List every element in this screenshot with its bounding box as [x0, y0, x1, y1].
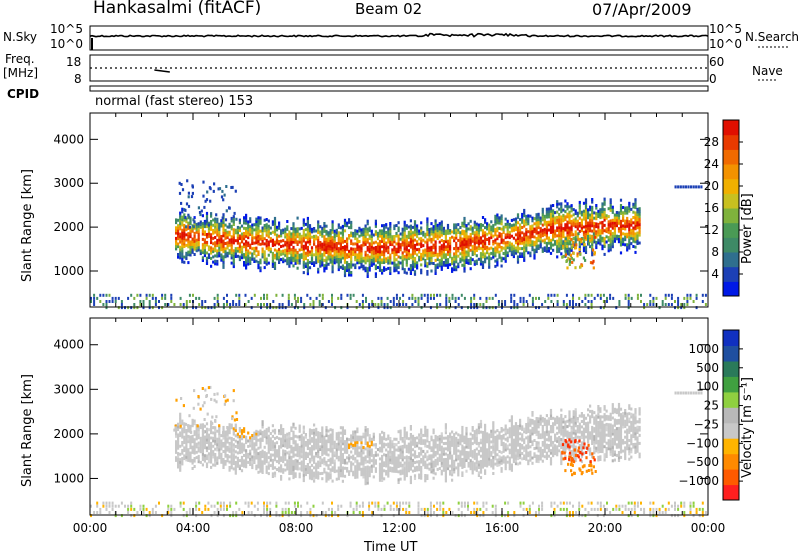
power-panel [90, 113, 708, 309]
velocity-colorbar-tick-label: 25 [704, 399, 719, 413]
y-tick-label: 4000 [53, 338, 84, 352]
y-tick-label: 3000 [53, 382, 84, 396]
power-colorbar-tick-label: 20 [704, 179, 719, 193]
velocity-colorbar-swatch [723, 454, 739, 470]
velocity-colorbar-tick-label: 500 [696, 361, 719, 375]
velocity-colorbar-tick-label: −500 [686, 455, 719, 469]
x-tick-label: 04:00 [176, 521, 211, 535]
power-colorbar-swatch [723, 164, 739, 179]
power-colorbar-tick-label: 8 [711, 245, 719, 259]
velocity-colorbar-swatch [723, 392, 739, 408]
power-colorbar-tick-label: 4 [711, 267, 719, 281]
velocity-colorbar-swatch [723, 469, 739, 485]
power-colorbar-swatch [723, 237, 739, 252]
power-colorbar-tick-label: 12 [704, 223, 719, 237]
x-tick-label: 08:00 [279, 521, 314, 535]
cpid-panel [90, 86, 708, 91]
power-colorbar-swatch [723, 193, 739, 208]
y-tick-label: 1000 [53, 264, 84, 278]
x-tick-label: 12:00 [382, 521, 417, 535]
x-tick-label: 20:00 [588, 521, 623, 535]
nsky-line [90, 34, 708, 37]
power-colorbar-swatch [723, 252, 739, 267]
velocity-colorbar-tick-label: 100 [696, 380, 719, 394]
y-tick-label: 2000 [53, 220, 84, 234]
velocity-colorbar-swatch [723, 423, 739, 439]
velocity-panel [90, 318, 708, 517]
y-tick-label: 4000 [53, 132, 84, 146]
velocity-colorbar-swatch [723, 485, 739, 501]
power-colorbar-swatch [723, 267, 739, 282]
velocity-colorbar-tick-label: 1000 [688, 342, 719, 356]
velocity-colorbar-tick-label: −100 [686, 436, 719, 450]
nsky-panel [90, 26, 708, 50]
power-colorbar-swatch [723, 223, 739, 238]
velocity-colorbar-swatch [723, 330, 739, 346]
velocity-colorbar-swatch [723, 407, 739, 423]
velocity-colorbar-swatch [723, 361, 739, 377]
y-tick-label: 3000 [53, 176, 84, 190]
power-colorbar-swatch [723, 281, 739, 296]
y-tick-label: 1000 [53, 471, 84, 485]
x-tick-label: 00:00 [691, 521, 726, 535]
power-colorbar-swatch [723, 120, 739, 135]
power-colorbar-swatch [723, 135, 739, 150]
velocity-panel-bg [90, 318, 708, 515]
y-tick-label: 2000 [53, 427, 84, 441]
velocity-colorbar-swatch [723, 376, 739, 392]
freq-dip [154, 70, 169, 72]
velocity-colorbar-tick-label: −1000 [678, 474, 719, 488]
velocity-colorbar-tick-label: −25 [694, 417, 719, 431]
power-colorbar-swatch [723, 149, 739, 164]
velocity-colorbar-swatch [723, 346, 739, 362]
velocity-colorbar-swatch [723, 438, 739, 454]
power-colorbar-tick-label: 28 [704, 135, 719, 149]
x-tick-label: 16:00 [485, 521, 520, 535]
x-tick-label: 00:00 [73, 521, 108, 535]
power-colorbar-swatch [723, 179, 739, 194]
power-colorbar-swatch [723, 208, 739, 223]
power-colorbar-tick-label: 16 [704, 201, 719, 215]
power-colorbar-tick-label: 24 [704, 157, 719, 171]
